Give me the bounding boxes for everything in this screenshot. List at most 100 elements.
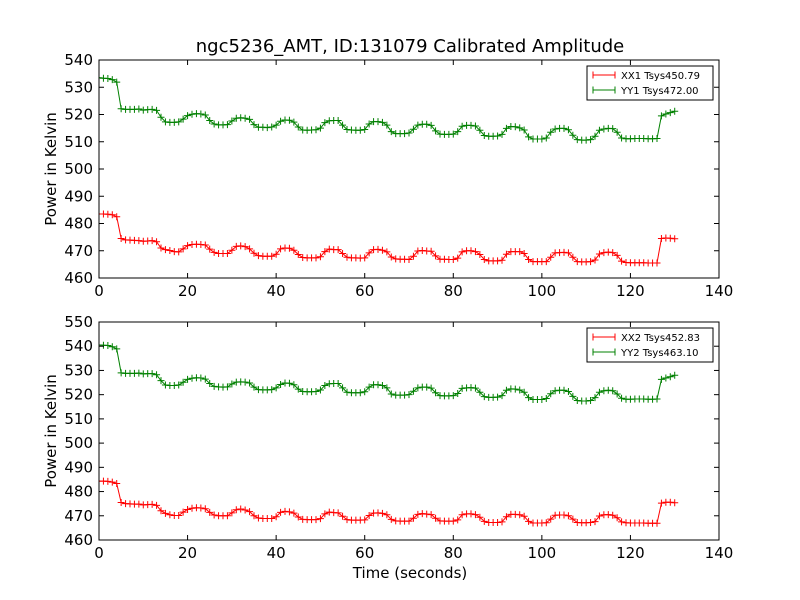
data-point xyxy=(405,129,413,137)
data-point xyxy=(618,518,626,526)
x-tick-label: 80 xyxy=(444,282,463,300)
data-point xyxy=(157,244,165,252)
data-point xyxy=(494,132,502,140)
data-point xyxy=(653,519,661,527)
data-point xyxy=(374,381,382,389)
data-point xyxy=(157,507,165,515)
data-point xyxy=(387,253,395,261)
data-point xyxy=(666,109,674,117)
data-point xyxy=(104,477,112,485)
data-point xyxy=(294,251,302,259)
top-plot-lines xyxy=(99,74,679,267)
legend-entry-label: XX1 Tsys450.79 xyxy=(621,71,700,82)
data-point xyxy=(405,391,413,399)
data-point xyxy=(206,117,214,124)
data-point xyxy=(423,383,431,391)
data-point xyxy=(148,237,156,245)
data-point xyxy=(432,389,440,397)
y-tick-label: 500 xyxy=(64,434,93,452)
data-point xyxy=(525,394,533,402)
data-point xyxy=(671,235,679,243)
data-point xyxy=(476,251,484,259)
legend-entry-label: YY2 Tsys463.10 xyxy=(620,348,699,359)
data-point xyxy=(148,370,156,378)
data-point xyxy=(108,76,116,84)
data-point xyxy=(206,245,214,253)
data-point xyxy=(520,388,528,396)
data-point xyxy=(564,388,572,396)
data-point xyxy=(334,246,342,254)
series-yy2-tsys463-10 xyxy=(99,341,679,405)
data-point xyxy=(600,125,608,133)
data-point xyxy=(560,511,568,519)
y-tick-label: 500 xyxy=(64,160,93,178)
y-tick-label: 540 xyxy=(64,51,93,69)
data-point xyxy=(591,518,599,526)
data-point xyxy=(409,125,417,133)
data-point xyxy=(494,393,502,401)
data-point xyxy=(653,134,661,142)
data-point xyxy=(547,128,555,136)
data-point xyxy=(516,124,524,132)
data-point xyxy=(201,375,209,383)
data-point xyxy=(237,114,245,122)
data-point xyxy=(316,515,324,523)
x-tick-label: 140 xyxy=(705,282,734,300)
data-point xyxy=(325,245,333,253)
data-point xyxy=(609,511,617,519)
data-point xyxy=(321,381,329,389)
data-point xyxy=(454,128,462,136)
data-point xyxy=(312,126,320,134)
x-axis-label: Time (seconds) xyxy=(352,564,468,582)
chart-title: ngc5236_AMT, ID:131079 Calibrated Amplit… xyxy=(196,36,624,57)
data-point xyxy=(516,386,524,394)
data-point xyxy=(613,251,621,259)
data-point xyxy=(547,515,555,523)
data-point xyxy=(432,514,440,522)
data-point xyxy=(662,110,670,118)
data-point xyxy=(272,250,280,258)
data-point xyxy=(471,122,479,130)
data-point xyxy=(653,395,661,403)
data-point xyxy=(148,105,156,113)
x-tick-label: 40 xyxy=(267,544,286,562)
data-point xyxy=(356,126,364,134)
data-point xyxy=(334,509,342,517)
data-point xyxy=(467,121,475,129)
data-point xyxy=(423,120,431,128)
x-tick-label: 140 xyxy=(705,544,734,562)
data-point xyxy=(542,258,550,266)
data-point xyxy=(502,386,510,394)
data-point xyxy=(361,516,369,524)
data-point xyxy=(432,252,440,260)
data-point xyxy=(99,74,103,82)
data-point xyxy=(268,514,276,522)
data-point xyxy=(223,249,231,257)
y-tick-label: 540 xyxy=(64,337,93,355)
data-point xyxy=(560,386,568,394)
data-point xyxy=(365,512,373,520)
data-point xyxy=(210,511,218,519)
data-point xyxy=(587,519,595,527)
data-point xyxy=(113,78,121,86)
data-point xyxy=(609,387,617,395)
data-point xyxy=(153,106,161,114)
data-point xyxy=(117,498,125,506)
data-point xyxy=(564,249,572,257)
data-point xyxy=(547,390,555,398)
data-point xyxy=(432,127,440,135)
data-point xyxy=(157,377,165,385)
data-point xyxy=(414,384,422,392)
data-point xyxy=(587,258,595,266)
data-point xyxy=(241,506,249,514)
data-point xyxy=(480,131,488,139)
data-point xyxy=(414,121,422,129)
data-point xyxy=(525,517,533,525)
series-xx1-tsys450-79 xyxy=(99,210,679,267)
legend-marker xyxy=(592,333,616,341)
data-point xyxy=(277,508,285,516)
data-point xyxy=(201,241,209,249)
data-point xyxy=(427,247,435,255)
data-point xyxy=(232,506,240,514)
top-y-axis-label: Power in Kelvin xyxy=(42,112,60,226)
